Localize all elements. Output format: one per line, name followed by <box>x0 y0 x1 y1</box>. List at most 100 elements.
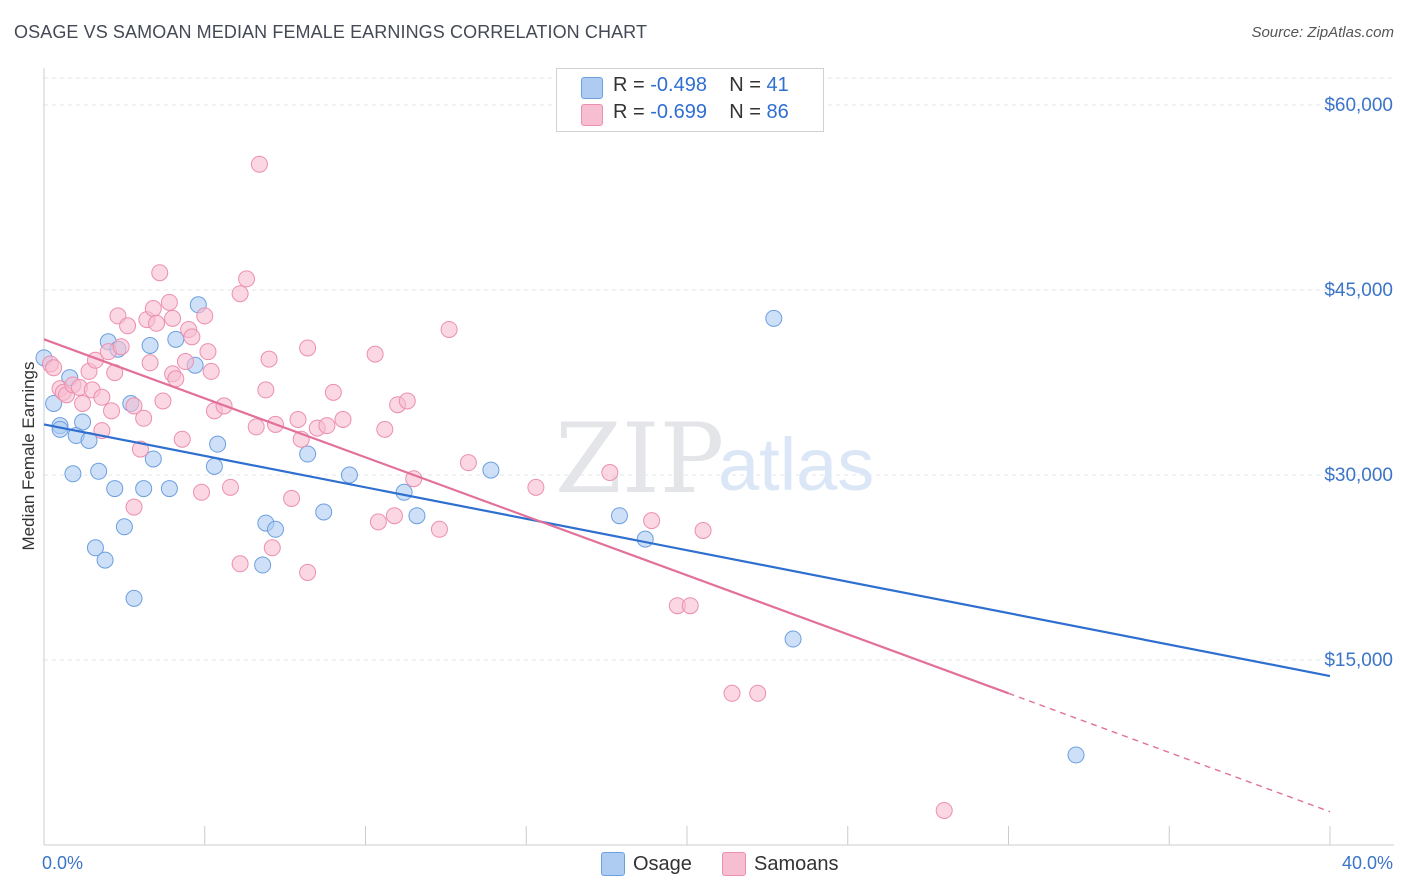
samoan-point[interactable] <box>601 464 619 482</box>
r-value-samoans: -0.699 <box>650 101 707 123</box>
osage-point[interactable] <box>144 450 162 468</box>
osage-point[interactable] <box>96 551 114 569</box>
y-tick-label: $45,000 <box>1324 280 1393 301</box>
osage-point[interactable] <box>74 413 92 431</box>
samoan-point[interactable] <box>376 420 394 438</box>
osage-point[interactable] <box>209 435 227 453</box>
n-value-samoans: 86 <box>766 101 789 123</box>
osage-point[interactable] <box>408 507 426 525</box>
osage-point[interactable] <box>106 480 124 498</box>
samoan-point[interactable] <box>263 539 281 557</box>
samoan-point[interactable] <box>440 320 458 338</box>
samoan-point[interactable] <box>112 338 130 356</box>
samoan-point[interactable] <box>173 430 191 448</box>
samoan-point[interactable] <box>430 520 448 538</box>
samoan-point[interactable] <box>398 392 416 410</box>
osage-legend-swatch <box>601 852 625 876</box>
samoan-point[interactable] <box>681 597 699 615</box>
samoan-point[interactable] <box>103 402 121 420</box>
osage-point[interactable] <box>315 503 333 521</box>
osage-point[interactable] <box>254 556 272 574</box>
samoan-point[interactable] <box>299 339 317 357</box>
r-label: R = <box>613 101 645 123</box>
osage-point[interactable] <box>1067 746 1085 764</box>
osage-point[interactable] <box>45 394 63 412</box>
osage-point[interactable] <box>125 589 143 607</box>
osage-point[interactable] <box>141 337 159 354</box>
samoan-point[interactable] <box>749 684 767 702</box>
y-tick-label: $60,000 <box>1324 95 1393 116</box>
osage-point[interactable] <box>205 457 223 475</box>
samoan-point[interactable] <box>366 345 384 363</box>
samoan-point[interactable] <box>289 411 307 428</box>
osage-point[interactable] <box>86 539 104 557</box>
samoan-point[interactable] <box>723 684 741 702</box>
osage-point[interactable] <box>340 466 358 484</box>
samoan-point[interactable] <box>144 300 162 317</box>
osage-point[interactable] <box>765 309 783 327</box>
osage-point[interactable] <box>266 520 284 538</box>
samoan-point[interactable] <box>527 478 545 496</box>
samoan-point[interactable] <box>231 555 249 573</box>
samoan-point[interactable] <box>385 507 403 525</box>
osage-swatch <box>581 77 603 99</box>
samoan-point[interactable] <box>694 522 712 539</box>
x-tick-label: 0.0% <box>42 853 83 873</box>
samoan-point[interactable] <box>148 314 166 332</box>
samoan-point[interactable] <box>119 317 137 335</box>
samoan-point[interactable] <box>45 359 63 377</box>
samoan-point[interactable] <box>231 285 249 303</box>
samoan-point[interactable] <box>183 328 201 346</box>
osage-point[interactable] <box>115 518 133 536</box>
osage-point[interactable] <box>784 630 802 648</box>
osage-point[interactable] <box>299 445 317 463</box>
samoan-point[interactable] <box>125 397 143 415</box>
samoan-point[interactable] <box>257 381 275 399</box>
samoan-point[interactable] <box>176 353 194 371</box>
samoan-trend-line <box>43 338 1009 695</box>
samoan-point[interactable] <box>135 409 153 427</box>
samoan-point[interactable] <box>643 512 661 530</box>
samoan-point[interactable] <box>151 264 169 282</box>
samoan-point[interactable] <box>160 293 178 311</box>
samoan-point[interactable] <box>247 418 265 436</box>
samoan-point[interactable] <box>318 417 336 435</box>
samoan-point[interactable] <box>459 454 477 472</box>
y-tick-labels: $15,000 $30,000 $45,000 $60,000 <box>1324 95 1393 671</box>
samoan-point[interactable] <box>93 388 111 406</box>
samoan-point[interactable] <box>167 370 185 388</box>
osage-point[interactable] <box>64 465 82 483</box>
samoan-point[interactable] <box>283 489 301 507</box>
samoan-point[interactable] <box>193 483 211 501</box>
osage-point[interactable] <box>482 461 500 479</box>
samoan-point[interactable] <box>334 411 352 428</box>
osage-legend-label: Osage <box>633 853 692 875</box>
osage-point[interactable] <box>160 480 178 498</box>
samoan-point[interactable] <box>250 155 268 173</box>
osage-point[interactable] <box>636 530 654 548</box>
n-label: N = <box>729 74 761 96</box>
samoan-point[interactable] <box>196 307 214 325</box>
samoan-trend-extension <box>1008 692 1331 813</box>
samoan-point[interactable] <box>141 354 159 372</box>
y-axis-title: Median Female Earnings <box>19 362 38 551</box>
osage-point[interactable] <box>395 483 413 501</box>
samoan-point[interactable] <box>369 513 387 531</box>
samoan-point[interactable] <box>324 383 342 401</box>
samoan-point[interactable] <box>202 362 220 380</box>
samoan-point[interactable] <box>164 309 182 327</box>
samoan-point[interactable] <box>125 498 143 516</box>
osage-point[interactable] <box>90 462 108 480</box>
samoan-point[interactable] <box>74 394 92 412</box>
samoan-point[interactable] <box>199 343 217 361</box>
watermark-zip: ZIP <box>555 403 724 515</box>
samoan-point[interactable] <box>299 563 317 581</box>
samoan-point[interactable] <box>260 350 278 368</box>
osage-point[interactable] <box>135 480 153 498</box>
samoan-point[interactable] <box>221 478 239 496</box>
source-label: Source: ZipAtlas.com <box>1251 24 1394 41</box>
samoan-point[interactable] <box>154 392 172 410</box>
samoan-point[interactable] <box>238 270 256 288</box>
osage-point[interactable] <box>610 507 628 525</box>
samoan-point[interactable] <box>935 801 953 819</box>
